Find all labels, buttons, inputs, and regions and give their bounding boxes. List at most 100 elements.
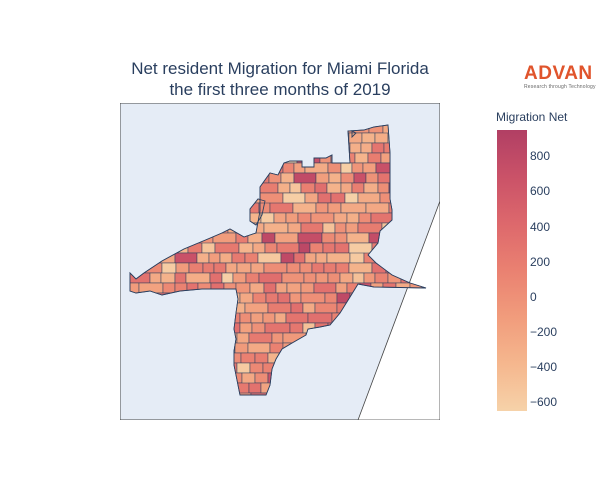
census-tract[interactable] (248, 382, 262, 394)
census-tract[interactable] (377, 182, 390, 194)
census-tract[interactable] (277, 292, 291, 304)
census-tract[interactable] (327, 272, 341, 284)
census-tract[interactable] (174, 252, 198, 264)
census-tract[interactable] (377, 172, 391, 184)
census-tract[interactable] (361, 132, 376, 144)
census-tract[interactable] (346, 212, 360, 224)
census-tract[interactable] (240, 352, 256, 364)
census-tract[interactable] (257, 252, 282, 264)
census-tract[interactable] (277, 182, 291, 194)
census-tract[interactable] (273, 212, 287, 224)
census-tract[interactable] (371, 142, 385, 154)
census-tract[interactable] (374, 272, 389, 284)
census-tract[interactable] (309, 242, 324, 254)
census-tract[interactable] (261, 232, 276, 244)
census-tract[interactable] (245, 272, 260, 284)
census-tract[interactable] (289, 182, 302, 194)
census-tract[interactable] (289, 292, 302, 304)
census-tract[interactable] (317, 192, 332, 204)
census-tract[interactable] (274, 312, 287, 324)
census-tract[interactable] (254, 372, 269, 384)
choropleth-map[interactable] (120, 103, 440, 420)
census-tract[interactable] (314, 302, 338, 314)
census-tract[interactable] (185, 272, 211, 284)
census-tract[interactable] (328, 172, 342, 184)
census-tract[interactable] (315, 202, 329, 214)
census-tract[interactable] (314, 182, 328, 194)
census-tract[interactable] (290, 302, 304, 314)
census-tract[interactable] (274, 232, 299, 244)
census-tract[interactable] (354, 152, 369, 164)
census-tract[interactable] (244, 302, 269, 314)
census-tract[interactable] (219, 252, 233, 264)
census-tract[interactable] (334, 222, 347, 234)
census-tract[interactable] (263, 262, 288, 274)
census-tract[interactable] (357, 222, 383, 234)
census-tract[interactable] (162, 282, 176, 294)
census-tract[interactable] (196, 252, 210, 264)
census-tract[interactable] (275, 282, 288, 294)
census-tract[interactable] (214, 242, 240, 254)
census-tract[interactable] (297, 212, 312, 224)
census-tract[interactable] (367, 152, 382, 164)
census-tract[interactable] (287, 222, 302, 234)
census-tract[interactable] (293, 252, 306, 264)
census-tract[interactable] (339, 272, 354, 284)
census-tract[interactable] (250, 312, 264, 324)
census-tract[interactable] (269, 202, 294, 214)
census-tract[interactable] (327, 162, 342, 174)
census-tract[interactable] (353, 172, 367, 184)
census-tract[interactable] (267, 302, 292, 314)
census-tract[interactable] (348, 262, 373, 274)
census-tract[interactable] (330, 192, 346, 204)
census-tract[interactable] (280, 172, 295, 184)
census-tract[interactable] (300, 292, 326, 304)
census-tract[interactable] (263, 282, 277, 294)
census-tract[interactable] (263, 222, 289, 234)
census-tract[interactable] (346, 232, 370, 244)
census-tract[interactable] (349, 252, 365, 264)
census-tract[interactable] (289, 322, 304, 334)
census-tract[interactable] (160, 272, 176, 284)
census-tract[interactable] (334, 232, 348, 244)
census-tract[interactable] (239, 322, 253, 334)
census-tract[interactable] (300, 182, 316, 194)
census-tract[interactable] (358, 212, 372, 224)
census-tract[interactable] (286, 262, 301, 274)
census-tract[interactable] (365, 172, 379, 184)
census-tract[interactable] (280, 252, 295, 264)
census-tract[interactable] (326, 252, 351, 264)
census-tract[interactable] (247, 342, 271, 354)
census-tract[interactable] (333, 212, 348, 224)
census-tract[interactable] (304, 192, 319, 204)
census-tract[interactable] (213, 262, 227, 274)
census-tract[interactable] (303, 272, 317, 284)
census-tract[interactable] (299, 262, 313, 274)
census-tract[interactable] (236, 362, 251, 374)
census-tract[interactable] (300, 282, 315, 294)
census-tract[interactable] (285, 312, 309, 324)
census-tract[interactable] (340, 202, 367, 214)
census-tract[interactable] (363, 182, 379, 194)
census-tract[interactable] (360, 142, 373, 154)
census-tract[interactable] (322, 242, 336, 254)
census-tract[interactable] (209, 272, 223, 284)
census-tract[interactable] (202, 262, 215, 274)
census-tract[interactable] (357, 192, 381, 204)
census-tract[interactable] (344, 192, 359, 204)
census-tract[interactable] (334, 242, 350, 254)
census-tract[interactable] (298, 242, 311, 254)
census-tract[interactable] (225, 262, 238, 274)
census-tract[interactable] (340, 172, 355, 184)
census-tract[interactable] (310, 212, 335, 224)
census-tract[interactable] (304, 252, 317, 264)
census-tract[interactable] (258, 272, 283, 284)
census-tract[interactable] (175, 262, 190, 274)
census-tract[interactable] (239, 312, 252, 324)
census-tract[interactable] (323, 262, 337, 274)
census-tract[interactable] (265, 292, 279, 304)
census-tract[interactable] (281, 272, 305, 284)
census-tract[interactable] (250, 392, 277, 403)
census-tract[interactable] (349, 142, 362, 154)
census-tract[interactable] (260, 212, 275, 224)
